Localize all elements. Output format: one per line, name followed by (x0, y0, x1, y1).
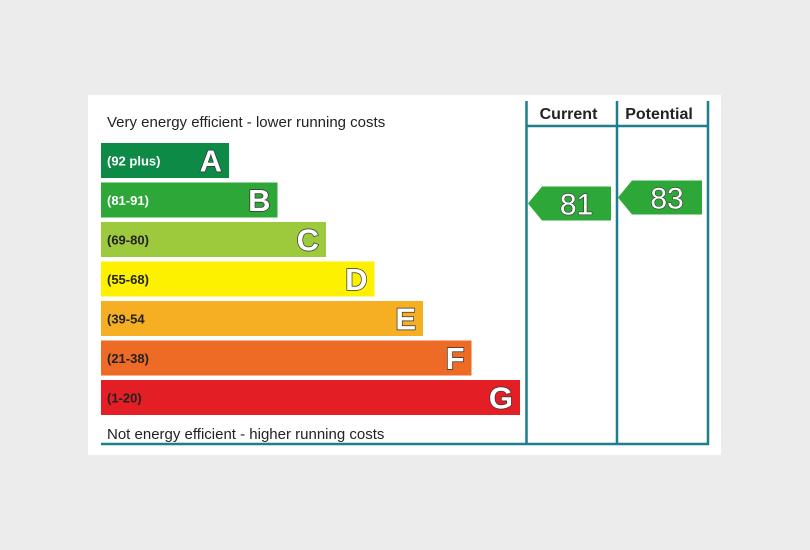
band-bar-d (101, 261, 375, 297)
band-bar-b (101, 182, 278, 218)
rating-bands: (92 plus) A (81-91) B (69-80) C (55-68) D (39-54… (101, 143, 520, 416)
band-c: (69-80) C (101, 222, 326, 258)
current-column-header: Current (540, 106, 598, 123)
band-g: (1-20) G (101, 380, 520, 416)
band-range-label: (21-38) (107, 351, 149, 366)
band-d: (55-68) D (101, 261, 375, 298)
rating-arrows: 81 83 (528, 180, 702, 222)
potential-rating-arrow: 83 (618, 180, 702, 216)
band-b: (81-91) B (101, 182, 278, 219)
potential-column-header: Potential (625, 106, 693, 123)
current-rating-arrow-value: 81 (560, 189, 593, 222)
top-caption: Very energy efficient - lower running co… (107, 114, 385, 131)
current-rating-arrow-shape (528, 186, 611, 221)
potential-rating-arrow-shape (618, 180, 702, 215)
band-bar-g (101, 380, 520, 415)
band-range-label: (55-68) (107, 272, 149, 287)
band-letter: E (395, 302, 416, 337)
band-range-label: (69-80) (107, 233, 149, 248)
potential-rating-arrow-value: 83 (650, 183, 683, 216)
band-a: (92 plus) A (101, 143, 229, 179)
band-letter: B (248, 183, 270, 218)
band-range-label: (81-91) (107, 193, 149, 208)
band-bar-f (101, 340, 472, 376)
current-rating-arrow: 81 (528, 186, 611, 222)
band-range-label: (1-20) (107, 391, 142, 406)
epc-chart-panel: Very energy efficient - lower running co… (88, 95, 721, 455)
band-letter: G (489, 381, 513, 416)
band-range-label: (92 plus) (107, 154, 160, 169)
band-letter: D (345, 262, 367, 297)
band-range-label: (39-54 (107, 312, 145, 327)
band-letter: A (200, 144, 222, 179)
chart-frame (101, 101, 710, 446)
epc-chart: Very energy efficient - lower running co… (101, 101, 710, 446)
band-letter: F (446, 341, 465, 376)
bottom-caption: Not energy efficient - higher running co… (107, 426, 384, 443)
band-letter: C (297, 223, 319, 258)
band-e: (39-54 E (101, 301, 423, 337)
band-bar-e (101, 301, 423, 336)
band-bar-c (101, 222, 326, 257)
band-bar-a (101, 143, 229, 178)
band-f: (21-38) F (101, 340, 472, 377)
